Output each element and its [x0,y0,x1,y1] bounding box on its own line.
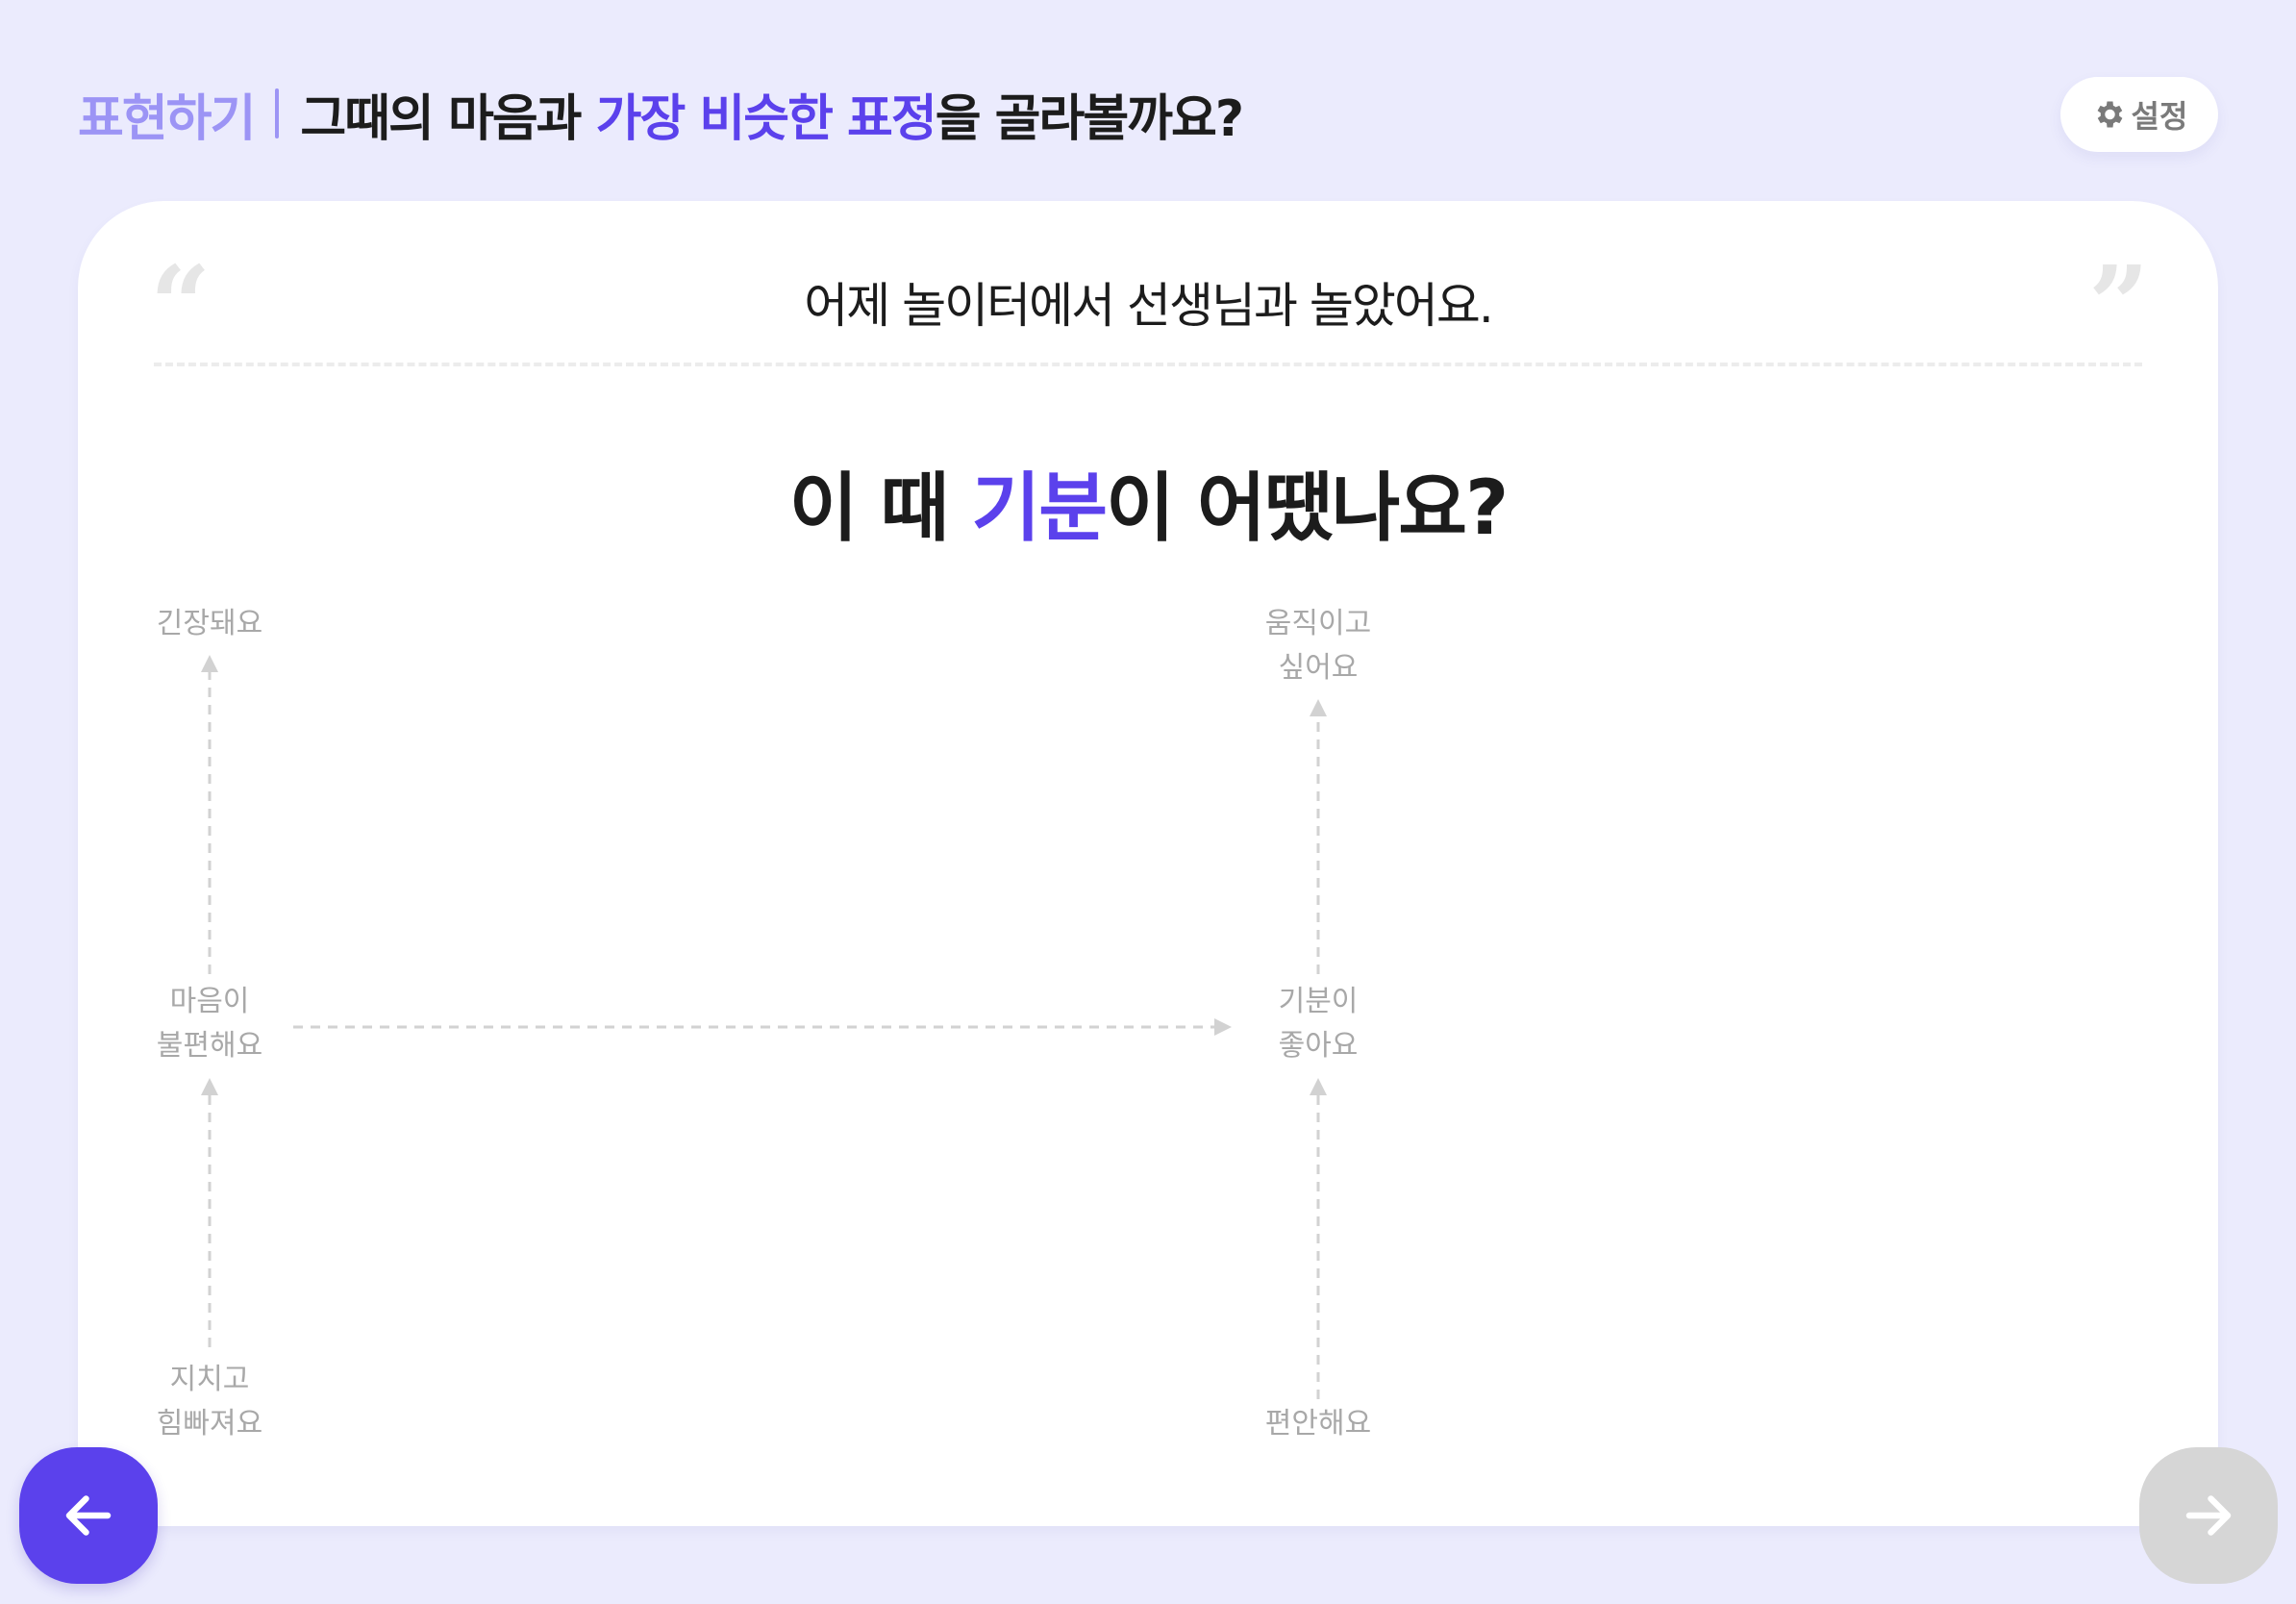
question-title: 이 때 기분이 어땠나요? [0,448,2296,556]
mood-calm[interactable]: 편안해요 [1174,1402,1462,1446]
settings-label: 설정 [2131,98,2188,135]
mood-label: 지치고 [169,1363,250,1396]
title-highlight: 가장 비슷한 표정 [595,89,937,148]
mood-label: 움직이고 [1264,607,1372,640]
back-button[interactable] [19,1447,158,1584]
page-header: 표현하기 그때의 마음과 가장 비슷한 표정을 골라볼까요? [78,78,1244,150]
mood-tense[interactable]: 긴장돼요 [65,602,354,646]
settings-button[interactable]: 설정 [2060,77,2218,152]
open-quote-icon: “ [150,242,212,366]
mood-label: 싶어요 [1278,651,1359,685]
page-title: 그때의 마음과 가장 비슷한 표정을 골라볼까요? [300,78,1244,150]
title-text: 그때의 마음과 [300,89,596,148]
title-text: 을 골라볼까요? [935,89,1244,148]
mood-label: 좋아요 [1278,1029,1359,1063]
question-text: 이 어땠나요? [1106,465,1509,552]
question-card [78,201,2218,1526]
next-button[interactable] [2139,1447,2278,1584]
mood-label: 불편해요 [156,1029,263,1063]
gear-icon [2097,101,2122,128]
mood-label: 편안해요 [1264,1407,1372,1441]
mood-label: 마음이 [169,985,250,1018]
mood-label: 긴장돼요 [156,607,263,640]
close-quote-icon: ” [2088,242,2150,366]
dashed-divider [154,363,2142,366]
arrow-left-icon [65,1495,112,1536]
breadcrumb: 표현하기 [78,89,256,148]
breadcrumb-divider [275,88,280,138]
mood-label: 힘빠져요 [156,1407,263,1441]
situation-sentence: 어제 놀이터에서 선생님과 놀았어요. [804,278,1494,334]
question-highlight: 기분 [971,465,1109,552]
arrow-right-icon [2185,1495,2232,1536]
question-text: 이 때 [788,465,972,552]
mood-label: 기분이 [1278,985,1359,1018]
